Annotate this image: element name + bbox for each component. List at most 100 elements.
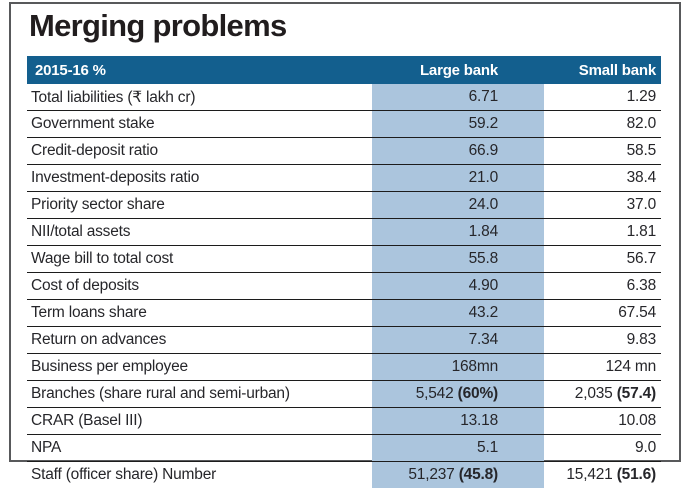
value-number: 43.2 <box>469 304 498 321</box>
large-bank-value: 1.84 <box>372 219 544 246</box>
table-row: Business per employee 168mn 124 mn <box>27 354 661 381</box>
small-bank-value: 67.54 <box>544 300 661 327</box>
large-bank-value: 168mn <box>372 354 544 381</box>
row-label: Credit-deposit ratio <box>27 138 372 165</box>
small-bank-value: 1.29 <box>544 84 661 111</box>
table-row: Cost of deposits 4.90 6.38 <box>27 273 661 300</box>
column-header-large-bank: Large bank <box>372 56 544 84</box>
row-label: CRAR (Basel III) <box>27 408 372 435</box>
table-row: Investment-deposits ratio 21.0 38.4 <box>27 165 661 192</box>
value-number: 37.0 <box>627 196 656 213</box>
value-number: 66.9 <box>469 142 498 159</box>
large-bank-value: 5,542 (60%) <box>372 381 544 408</box>
small-bank-value: 2,035 (57.4) <box>544 381 661 408</box>
value-number: 1.29 <box>627 88 656 105</box>
table-row: Government stake 59.2 82.0 <box>27 111 661 138</box>
row-label: Staff (officer share) Number <box>27 462 372 488</box>
table-row: Staff (officer share) Number 51,237 (45.… <box>27 462 661 488</box>
table-row: CRAR (Basel III) 13.18 10.08 <box>27 408 661 435</box>
small-bank-value: 56.7 <box>544 246 661 273</box>
row-label: Business per employee <box>27 354 372 381</box>
small-bank-value: 9.83 <box>544 327 661 354</box>
row-label: NII/total assets <box>27 219 372 246</box>
table-row: Wage bill to total cost 55.8 56.7 <box>27 246 661 273</box>
row-label: Branches (share rural and semi-urban) <box>27 381 372 408</box>
value-number: 15,421 <box>566 466 616 483</box>
large-bank-value: 5.1 <box>372 435 544 462</box>
page-title: Merging problems <box>29 8 287 44</box>
infographic-panel: Merging problems 2015-16 % Large bank Sm… <box>9 2 681 462</box>
small-bank-value: 58.5 <box>544 138 661 165</box>
value-paren: (57.4) <box>617 385 656 402</box>
small-bank-value: 9.0 <box>544 435 661 462</box>
row-label: NPA <box>27 435 372 462</box>
column-header-small-bank: Small bank <box>544 56 661 84</box>
row-label: Cost of deposits <box>27 273 372 300</box>
large-bank-value: 13.18 <box>372 408 544 435</box>
value-number: 2,035 <box>575 385 617 402</box>
value-number: 124 mn <box>606 358 657 375</box>
value-number: 21.0 <box>469 169 498 186</box>
table-row: NPA 5.1 9.0 <box>27 435 661 462</box>
value-number: 168mn <box>452 358 498 375</box>
value-number: 51,237 <box>408 466 458 483</box>
value-number: 38.4 <box>627 169 656 186</box>
large-bank-value: 7.34 <box>372 327 544 354</box>
small-bank-value: 10.08 <box>544 408 661 435</box>
value-number: 4.90 <box>469 277 498 294</box>
table-body: Total liabilities (₹ lakh cr) 6.71 1.29 … <box>27 84 661 488</box>
row-label: Return on advances <box>27 327 372 354</box>
value-number: 82.0 <box>627 115 656 132</box>
large-bank-value: 6.71 <box>372 84 544 111</box>
large-bank-value: 51,237 (45.8) <box>372 462 544 488</box>
value-number: 6.38 <box>627 277 656 294</box>
value-number: 13.18 <box>460 412 498 429</box>
value-number: 1.84 <box>469 223 498 240</box>
large-bank-value: 21.0 <box>372 165 544 192</box>
table-row: Term loans share 43.2 67.54 <box>27 300 661 327</box>
row-label: Investment-deposits ratio <box>27 165 372 192</box>
value-number: 5,542 <box>416 385 458 402</box>
small-bank-value: 38.4 <box>544 165 661 192</box>
small-bank-value: 124 mn <box>544 354 661 381</box>
small-bank-value: 82.0 <box>544 111 661 138</box>
large-bank-value: 24.0 <box>372 192 544 219</box>
table-row: NII/total assets 1.84 1.81 <box>27 219 661 246</box>
row-label: Term loans share <box>27 300 372 327</box>
table-row: Total liabilities (₹ lakh cr) 6.71 1.29 <box>27 84 661 111</box>
value-number: 56.7 <box>627 250 656 267</box>
large-bank-value: 55.8 <box>372 246 544 273</box>
large-bank-value: 4.90 <box>372 273 544 300</box>
value-number: 9.83 <box>627 331 656 348</box>
table-row: Return on advances 7.34 9.83 <box>27 327 661 354</box>
table-row: Priority sector share 24.0 37.0 <box>27 192 661 219</box>
table-row: Credit-deposit ratio 66.9 58.5 <box>27 138 661 165</box>
small-bank-value: 37.0 <box>544 192 661 219</box>
small-bank-value: 15,421 (51.6) <box>544 462 661 488</box>
metrics-table: 2015-16 % Large bank Small bank Total li… <box>27 56 661 488</box>
large-bank-value: 43.2 <box>372 300 544 327</box>
value-paren: (60%) <box>458 385 498 402</box>
value-number: 9.0 <box>635 439 656 456</box>
value-number: 24.0 <box>469 196 498 213</box>
value-number: 10.08 <box>618 412 656 429</box>
value-number: 67.54 <box>618 304 656 321</box>
table-header-row: 2015-16 % Large bank Small bank <box>27 56 661 84</box>
small-bank-value: 1.81 <box>544 219 661 246</box>
value-number: 58.5 <box>627 142 656 159</box>
value-paren: (51.6) <box>617 466 656 483</box>
large-bank-value: 66.9 <box>372 138 544 165</box>
value-number: 7.34 <box>469 331 498 348</box>
table-row: Branches (share rural and semi-urban) 5,… <box>27 381 661 408</box>
value-number: 6.71 <box>469 88 498 105</box>
value-number: 55.8 <box>469 250 498 267</box>
value-paren: (45.8) <box>459 466 498 483</box>
large-bank-value: 59.2 <box>372 111 544 138</box>
value-number: 59.2 <box>469 115 498 132</box>
row-label: Government stake <box>27 111 372 138</box>
value-number: 1.81 <box>627 223 656 240</box>
row-label: Wage bill to total cost <box>27 246 372 273</box>
small-bank-value: 6.38 <box>544 273 661 300</box>
value-number: 5.1 <box>477 439 498 456</box>
column-header-period: 2015-16 % <box>27 56 372 84</box>
